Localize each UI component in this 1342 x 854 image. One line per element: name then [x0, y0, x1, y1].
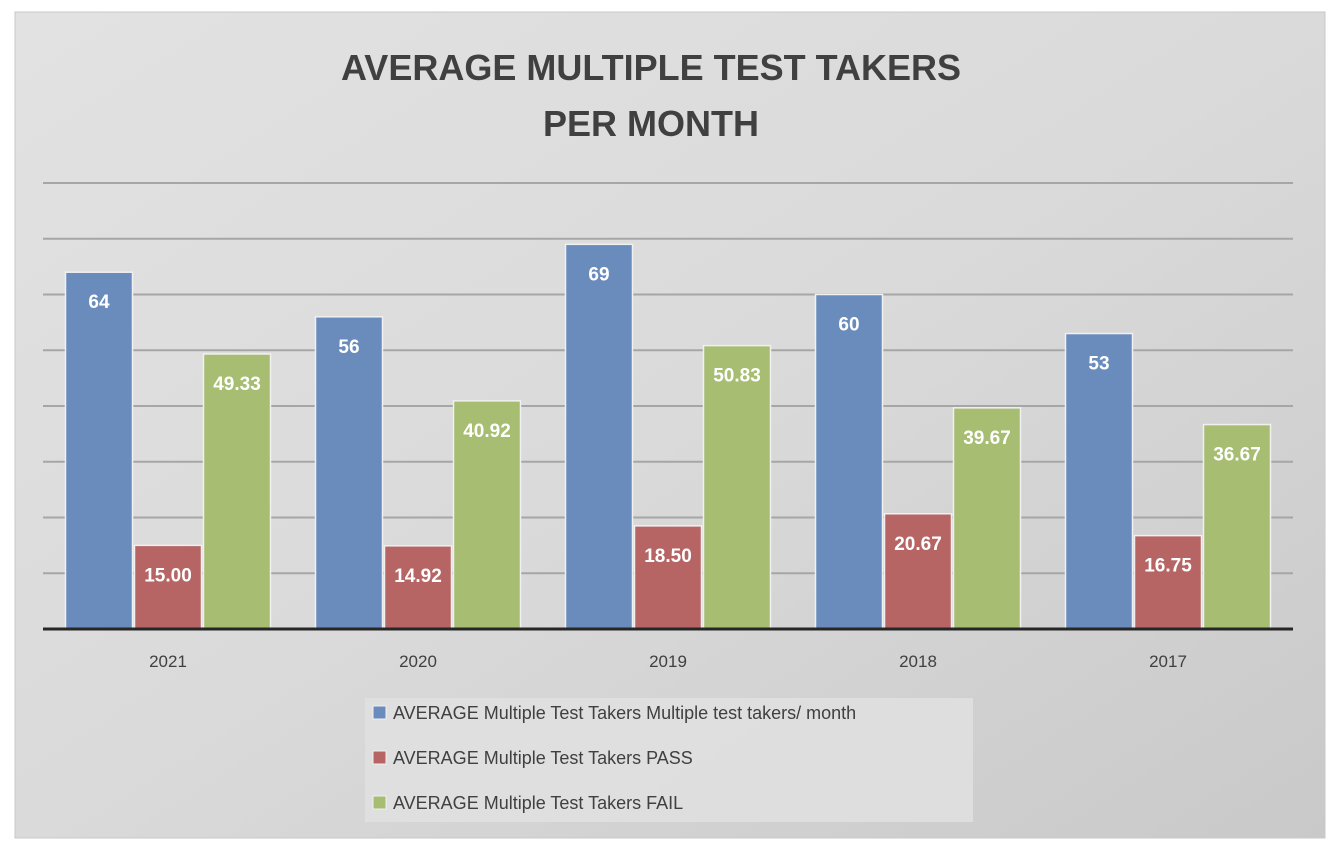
bar-2019-series-2	[633, 525, 703, 630]
bar-2019-series-3	[702, 344, 772, 630]
legend-swatch-3	[372, 795, 387, 810]
chart-title-line-2: PER MONTH	[543, 103, 759, 144]
chart-title-line-1: AVERAGE MULTIPLE TEST TAKERS	[341, 47, 961, 88]
bar-2018-series-3	[952, 407, 1022, 630]
data-label: 50.83	[713, 366, 761, 387]
bar-2017-series-2	[1133, 534, 1203, 630]
bar-2018-series-2	[883, 513, 953, 630]
data-label: 60	[838, 315, 859, 336]
data-label: 18.50	[644, 546, 692, 567]
legend-swatch-2	[372, 750, 387, 765]
data-label: 69	[588, 264, 609, 285]
bar-2018-series-1	[814, 293, 884, 630]
legend-label-3: AVERAGE Multiple Test Takers FAIL	[393, 793, 683, 813]
x-tick-label: 2017	[1149, 652, 1187, 671]
bar-2020-series-2	[383, 545, 453, 630]
bar-2019-series-1	[564, 243, 634, 630]
bar-2020-series-3	[452, 400, 522, 630]
data-label: 20.67	[894, 534, 942, 555]
data-label: 14.92	[394, 566, 442, 587]
legend-swatch-1	[372, 705, 387, 720]
data-label: 53	[1088, 354, 1109, 375]
x-tick-label: 2021	[149, 652, 187, 671]
bar-2021-series-1	[64, 271, 134, 630]
data-label: 15.00	[144, 565, 192, 586]
legend-label-2: AVERAGE Multiple Test Takers PASS	[393, 748, 693, 768]
data-label: 39.67	[963, 428, 1011, 449]
data-label: 16.75	[1144, 556, 1192, 577]
bar-2017-series-3	[1202, 423, 1272, 630]
data-label: 49.33	[213, 374, 261, 395]
bar-2021-series-2	[133, 544, 203, 630]
data-label: 64	[88, 292, 110, 313]
bar-2021-series-3	[202, 353, 272, 630]
data-label: 56	[338, 337, 359, 358]
bar-2020-series-1	[314, 316, 384, 630]
legend-box	[365, 698, 973, 822]
x-tick-label: 2018	[899, 652, 937, 671]
x-tick-label: 2020	[399, 652, 437, 671]
data-label: 36.67	[1213, 445, 1261, 466]
x-tick-label: 2019	[649, 652, 687, 671]
legend-label-1: AVERAGE Multiple Test Takers Multiple te…	[393, 703, 856, 723]
data-label: 40.92	[463, 421, 511, 442]
bar-2017-series-1	[1064, 332, 1134, 630]
